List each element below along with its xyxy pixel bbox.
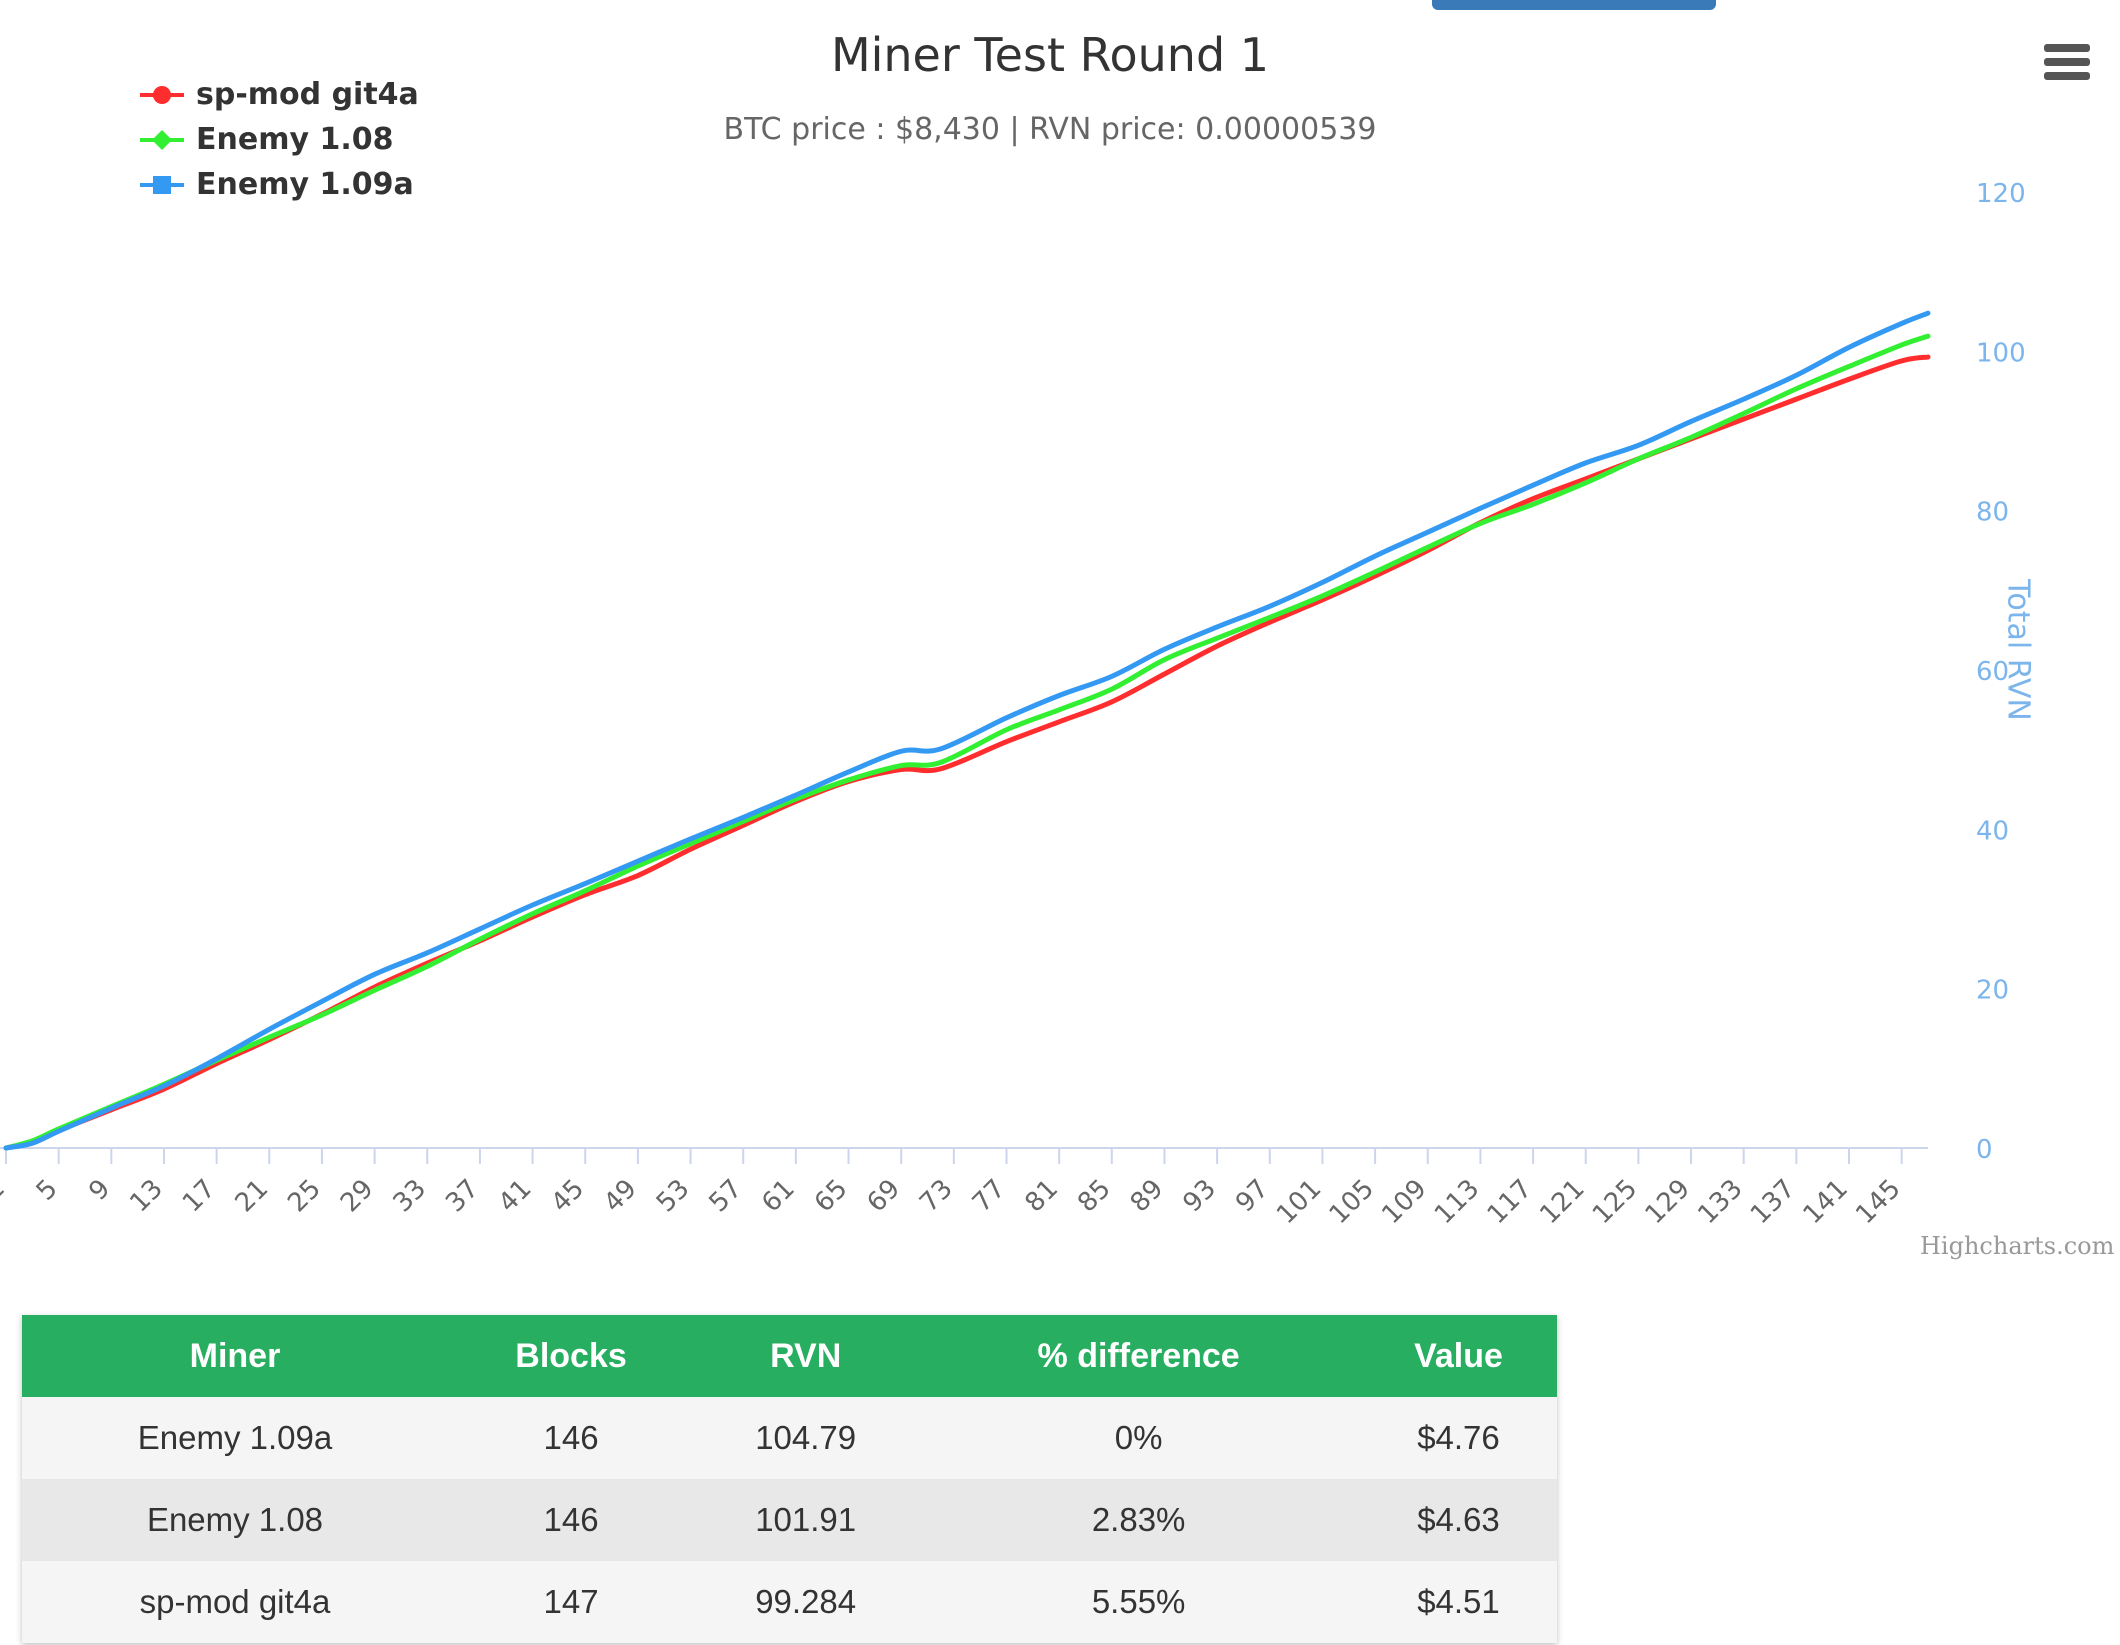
cell-miner: sp-mod git4a [22,1561,448,1643]
x-tick-label: 97 [1230,1174,1275,1219]
y-tick-label: 40 [1976,816,2009,846]
y-tick-label: 0 [1976,1135,1993,1165]
x-tick-label: 25 [282,1174,327,1219]
diamond-marker-icon [140,129,184,150]
legend-label: sp-mod git4a [196,77,419,112]
x-tick-label: 117 [1482,1174,1538,1230]
top-button[interactable] [1432,0,1716,10]
circle-marker-icon [140,85,184,104]
x-tick-label: 145 [1850,1174,1906,1230]
x-tick-label: 45 [546,1174,591,1219]
y-tick-label: 120 [1976,179,2026,209]
legend-item-enemy-108[interactable]: Enemy 1.08 [140,117,419,162]
chart-subtitle: BTC price : $8,430 | RVN price: 0.000005… [723,112,1377,147]
menu-bar-icon [2044,58,2090,66]
table-row: sp-mod git4a 147 99.284 5.55% $4.51 [22,1561,1557,1643]
table-row: Enemy 1.09a 146 104.79 0% $4.76 [22,1397,1557,1479]
y-tick-label: 20 [1976,976,2009,1006]
cell-value: $4.76 [1359,1397,1557,1479]
x-tick-label: 125 [1587,1174,1643,1230]
menu-bar-icon [2044,44,2090,52]
legend-label: Enemy 1.08 [196,122,394,157]
x-tick-label: 121 [1534,1174,1590,1230]
y-tick-label: 60 [1976,657,2009,687]
x-tick-label: 49 [598,1174,643,1219]
x-tick-label: 133 [1692,1174,1748,1230]
x-tick-label: 81 [1019,1174,1064,1219]
series-line-enemy-1-09a [3,310,1931,1151]
x-tick-label: 101 [1271,1174,1327,1230]
header-percent-difference: % difference [917,1315,1360,1397]
hamburger-menu-icon[interactable] [2044,44,2090,84]
y-tick-label: 100 [1976,338,2026,368]
x-tick-label: 57 [704,1174,749,1219]
cell-blocks: 146 [447,1479,695,1561]
cell-miner: Enemy 1.09a [22,1397,448,1479]
x-tick-label: 33 [388,1174,433,1219]
x-tick-label: 61 [756,1174,801,1219]
legend-item-enemy-109a[interactable]: Enemy 1.09a [140,162,419,207]
results-table: Miner Blocks RVN % difference Value Enem… [22,1315,1557,1643]
header-miner: Miner [22,1315,448,1397]
x-tick-label: 85 [1072,1174,1117,1219]
header-value: Value [1359,1315,1557,1397]
x-tick-label: 77 [967,1174,1012,1219]
x-tick-label: 65 [809,1174,854,1219]
x-tick-label: 93 [1177,1174,1222,1219]
cell-rvn: 99.284 [694,1561,918,1643]
cell-blocks: 147 [447,1561,695,1643]
legend-label: Enemy 1.09a [196,167,414,202]
chart-title: Miner Test Round 1 [830,28,1270,82]
header-rvn: RVN [694,1315,918,1397]
cell-percent-difference: 5.55% [917,1561,1360,1643]
x-tick-label: 5 [31,1174,64,1207]
x-tick-label: 137 [1745,1174,1801,1230]
table-header-row: Miner Blocks RVN % difference Value [22,1315,1557,1397]
cell-rvn: 101.91 [694,1479,918,1561]
x-tick-label: 89 [1125,1174,1170,1219]
x-tick-label: 113 [1429,1174,1485,1230]
x-tick-label: 37 [440,1174,485,1219]
x-tick-label: 13 [124,1174,169,1219]
table-row: Enemy 1.08 146 101.91 2.83% $4.63 [22,1479,1557,1561]
x-tick-label: 21 [230,1174,275,1219]
x-tick-label: 53 [651,1174,696,1219]
cell-blocks: 146 [447,1397,695,1479]
line-chart: 1 5 9 13 17 21 25 29 33 37 41 45 49 53 57 61 65 69 73 77 81 8… [0,179,2026,1230]
cell-percent-difference: 2.83% [917,1479,1360,1561]
x-tick-label: 141 [1798,1174,1854,1230]
legend-item-sp-mod[interactable]: sp-mod git4a [140,72,419,117]
x-tick-label: 69 [862,1174,907,1219]
cell-miner: Enemy 1.08 [22,1479,448,1561]
cell-percent-difference: 0% [917,1397,1360,1479]
cell-value: $4.51 [1359,1561,1557,1643]
y-tick-label: 80 [1976,498,2009,528]
series-line-enemy-1-08 [3,333,1931,1151]
square-marker-icon [140,175,184,194]
highcharts-credits[interactable]: Highcharts.com [1920,1232,2115,1260]
x-tick-label: 105 [1324,1174,1380,1230]
x-tick-label: 1 [0,1174,11,1207]
chart-legend: sp-mod git4a Enemy 1.08 Enemy 1.09a [140,72,419,207]
x-tick-label: 109 [1376,1174,1432,1230]
y-axis-title: Total RVN [2000,579,2036,721]
menu-bar-icon [2044,72,2090,80]
x-tick-label: 9 [83,1174,116,1207]
cell-value: $4.63 [1359,1479,1557,1561]
cell-rvn: 104.79 [694,1397,918,1479]
header-blocks: Blocks [447,1315,695,1397]
x-tick-label: 129 [1640,1174,1696,1230]
x-tick-label: 17 [177,1174,222,1219]
x-tick-label: 29 [335,1174,380,1219]
x-tick-label: 73 [914,1174,959,1219]
x-tick-label: 41 [493,1174,538,1219]
